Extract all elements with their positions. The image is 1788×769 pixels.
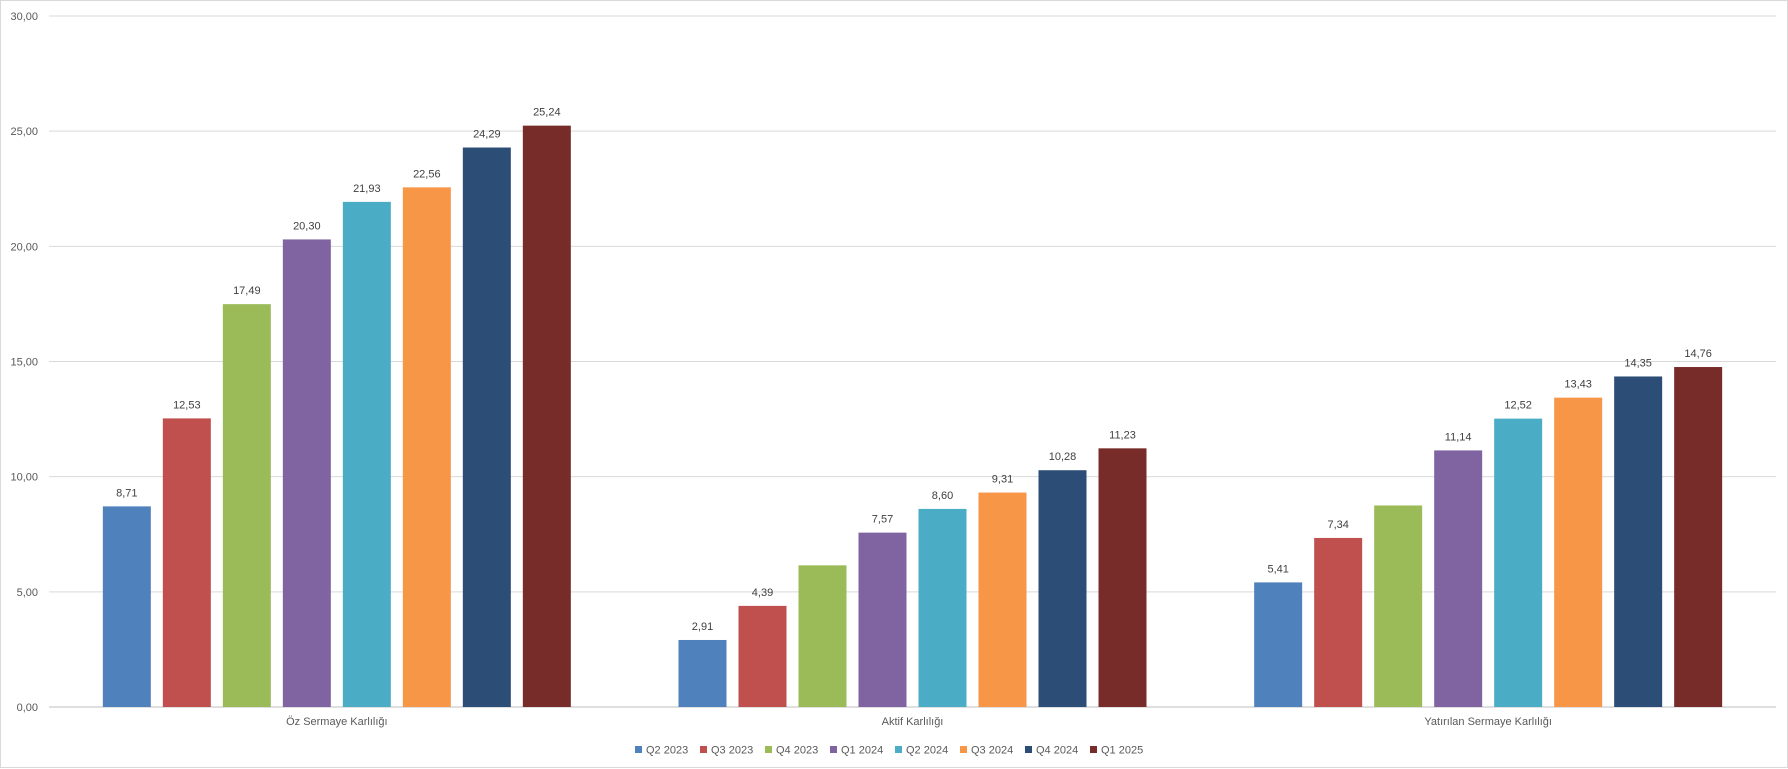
bar [1254, 582, 1303, 707]
data-label: 7,57 [872, 514, 893, 526]
y-tick-label: 30,00 [10, 11, 38, 23]
data-label: 11,23 [1109, 429, 1136, 441]
legend-item: Q3 2024 [960, 745, 1013, 757]
legend-item: Q1 2024 [830, 745, 883, 757]
data-label: 20,30 [293, 220, 321, 232]
bar [858, 532, 907, 707]
legend-label: Q2 2024 [906, 745, 948, 757]
bar [282, 239, 331, 707]
y-tick-label: 25,00 [10, 126, 38, 138]
data-label: 10,28 [1049, 451, 1077, 463]
bar [102, 506, 151, 707]
bars [102, 125, 1723, 708]
legend-swatch [895, 746, 902, 753]
bar [162, 418, 211, 707]
legend-swatch [635, 746, 642, 753]
bar [402, 187, 451, 708]
legend-item: Q4 2024 [1025, 745, 1078, 757]
bar [522, 125, 571, 707]
y-tick-label: 20,00 [10, 241, 38, 253]
bar [1374, 505, 1423, 707]
data-label: 22,56 [413, 168, 441, 180]
bar [678, 639, 727, 707]
bar [1434, 450, 1483, 707]
legend-label: Q2 2023 [646, 745, 688, 757]
bar [978, 492, 1027, 707]
legend-label: Q4 2023 [776, 745, 818, 757]
legend-swatch [700, 746, 707, 753]
y-tick-label: 0,00 [17, 702, 38, 714]
data-label: 13,43 [1564, 379, 1592, 391]
data-label: 8,60 [932, 490, 953, 502]
data-label: 8,71 [116, 487, 137, 499]
data-label: 24,29 [473, 129, 501, 141]
y-axis-ticks: 0,00 5,00 10,00 15,00 20,00 25,00 30,00 [10, 11, 38, 714]
data-label: 21,93 [353, 183, 381, 195]
legend-swatch [960, 746, 967, 753]
legend-label: Q1 2025 [1101, 745, 1143, 757]
legend-label: Q3 2024 [971, 745, 1013, 757]
y-tick-label: 15,00 [10, 357, 38, 369]
data-label: 7,34 [1327, 519, 1348, 531]
bar [462, 147, 511, 708]
legend-swatch [765, 746, 772, 753]
legend-swatch [1025, 746, 1032, 753]
legend-item: Q4 2023 [765, 745, 818, 757]
category-label: Öz Sermaye Karlılığı [286, 716, 387, 728]
data-label: 12,52 [1504, 400, 1532, 412]
gridlines [49, 15, 1776, 708]
bar [1314, 537, 1363, 707]
bar [342, 201, 391, 707]
bar [1038, 470, 1087, 707]
bar [1554, 397, 1603, 707]
data-label: 11,14 [1445, 431, 1472, 443]
x-axis-categories: Öz Sermaye Karlılığı Aktif Karlılığı Yatır… [286, 716, 1552, 728]
legend-label: Q4 2024 [1036, 745, 1078, 757]
legend-label: Q3 2023 [711, 745, 753, 757]
y-tick-label: 5,00 [17, 587, 38, 599]
legend-item: Q2 2023 [635, 745, 688, 757]
y-tick-label: 10,00 [10, 472, 38, 484]
legend-item: Q3 2023 [700, 745, 753, 757]
data-label: 12,53 [173, 399, 201, 411]
category-label: Yatırılan Sermaye Karlılığı [1424, 716, 1552, 728]
data-labels: 8,71 12,53 17,49 20,30 21,93 22,56 24,29 25,24 2… [116, 107, 1712, 633]
bar [1674, 367, 1723, 707]
data-label: 14,76 [1684, 348, 1712, 360]
legend-item: Q1 2025 [1090, 745, 1143, 757]
data-label: 9,31 [992, 474, 1013, 486]
data-label: 5,41 [1267, 563, 1288, 575]
legend-swatch [830, 746, 837, 753]
bar [738, 605, 787, 707]
legend: Q2 2023 Q3 2023 Q4 2023 Q1 2024 Q2 2024 Q3 20… [635, 745, 1143, 757]
legend-label: Q1 2024 [841, 745, 883, 757]
bar [798, 565, 847, 707]
bar [918, 508, 967, 707]
data-label: 17,49 [233, 285, 261, 297]
category-label: Aktif Karlılığı [882, 716, 944, 728]
data-label: 4,39 [752, 587, 773, 599]
bar [1614, 376, 1663, 707]
bar [1098, 448, 1147, 707]
bar [1494, 418, 1543, 707]
data-label: 14,35 [1624, 357, 1652, 369]
bar [222, 304, 271, 707]
data-label: 2,91 [692, 621, 713, 633]
legend-swatch [1090, 746, 1097, 753]
legend-item: Q2 2024 [895, 745, 948, 757]
data-label: 25,24 [533, 107, 561, 119]
